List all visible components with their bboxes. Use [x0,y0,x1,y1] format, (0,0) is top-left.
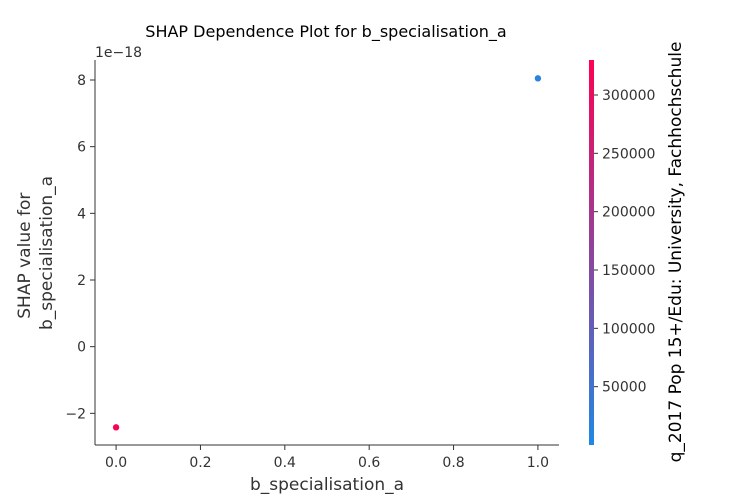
x-tick-label: 0.8 [442,455,464,471]
y-tick-label: 4 [77,206,86,222]
y-tick-label: 0 [77,340,86,356]
y-tick-label: 2 [77,273,86,289]
y-axis-label-line-2: b_specialisation_a [37,176,57,330]
colorbar-tick-label: 100000 [602,321,655,337]
x-tick-label: 0.2 [189,455,211,471]
colorbar-ticks: 50000 100000 150000 200000 250000 300000 [594,88,655,396]
y-offset-text: 1e−18 [95,45,142,61]
x-tick-label: 1.0 [527,455,549,471]
colorbar-label: q_2017 Pop 15+/Edu: University, Fachhoch… [666,42,686,463]
x-tick-label: 0.6 [358,455,380,471]
colorbar-tick-label: 300000 [602,88,655,104]
y-tick-label: −2 [65,406,86,422]
x-tick-label: 0.4 [274,455,296,471]
x-ticks: 0.0 0.2 0.4 0.6 0.8 1.0 [105,445,549,471]
colorbar-tick-label: 150000 [602,263,655,279]
colorbar [589,60,594,445]
plot-axes [94,60,559,446]
colorbar-tick-label: 250000 [602,146,655,162]
chart-title: SHAP Dependence Plot for b_specialisatio… [145,22,506,42]
scatter-points [112,75,542,431]
x-axis-label: b_specialisation_a [250,475,404,495]
y-tick-label: 6 [77,140,86,156]
y-tick-label: 8 [77,73,86,89]
y-axis-label: SHAP value for b_specialisation_a [15,176,57,330]
y-ticks: −2 0 2 4 6 8 [65,73,95,422]
y-axis-label-line-1: SHAP value for [15,193,35,319]
colorbar-tick-label: 200000 [602,205,655,221]
x-tick-label: 0.0 [105,455,127,471]
colorbar-tick-label: 50000 [602,380,647,396]
scatter-point [534,75,542,82]
scatter-point [112,424,120,431]
